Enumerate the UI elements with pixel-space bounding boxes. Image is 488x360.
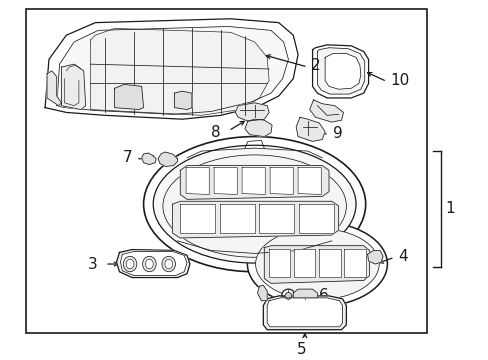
Polygon shape bbox=[220, 204, 254, 233]
Ellipse shape bbox=[163, 155, 346, 257]
Text: 9: 9 bbox=[332, 126, 342, 141]
Polygon shape bbox=[158, 152, 177, 167]
Ellipse shape bbox=[162, 256, 175, 272]
Polygon shape bbox=[57, 27, 288, 114]
Polygon shape bbox=[61, 64, 85, 109]
Polygon shape bbox=[296, 117, 325, 141]
Polygon shape bbox=[214, 167, 237, 194]
Polygon shape bbox=[244, 119, 271, 136]
Ellipse shape bbox=[142, 256, 156, 272]
Polygon shape bbox=[45, 19, 298, 119]
Polygon shape bbox=[312, 45, 368, 98]
Text: 5: 5 bbox=[297, 342, 306, 357]
Polygon shape bbox=[319, 248, 340, 276]
Polygon shape bbox=[264, 246, 369, 283]
Polygon shape bbox=[174, 91, 191, 109]
Ellipse shape bbox=[123, 256, 137, 272]
Text: 4: 4 bbox=[398, 249, 407, 264]
Polygon shape bbox=[266, 298, 342, 327]
Ellipse shape bbox=[126, 259, 134, 269]
Text: 10: 10 bbox=[390, 73, 409, 88]
Polygon shape bbox=[235, 103, 268, 121]
Polygon shape bbox=[180, 166, 328, 199]
Ellipse shape bbox=[164, 259, 172, 269]
Ellipse shape bbox=[281, 289, 295, 303]
Text: 2: 2 bbox=[310, 58, 320, 73]
Polygon shape bbox=[257, 285, 266, 301]
Polygon shape bbox=[90, 28, 268, 115]
Polygon shape bbox=[142, 153, 156, 165]
Polygon shape bbox=[116, 249, 189, 278]
Ellipse shape bbox=[153, 145, 355, 263]
Ellipse shape bbox=[285, 293, 291, 299]
Polygon shape bbox=[299, 204, 333, 233]
Polygon shape bbox=[172, 201, 338, 238]
Ellipse shape bbox=[247, 221, 386, 306]
Polygon shape bbox=[114, 85, 143, 109]
Polygon shape bbox=[298, 167, 321, 194]
Text: 6: 6 bbox=[319, 288, 328, 303]
Ellipse shape bbox=[143, 136, 365, 272]
Polygon shape bbox=[309, 100, 343, 122]
Polygon shape bbox=[293, 289, 317, 298]
Bar bbox=[26, 9, 426, 333]
Polygon shape bbox=[242, 167, 264, 194]
Text: 7: 7 bbox=[122, 150, 132, 165]
Polygon shape bbox=[47, 71, 61, 106]
Polygon shape bbox=[186, 167, 209, 194]
Polygon shape bbox=[268, 248, 290, 276]
Ellipse shape bbox=[255, 228, 378, 300]
Polygon shape bbox=[325, 54, 360, 89]
Polygon shape bbox=[317, 48, 364, 94]
Polygon shape bbox=[344, 248, 365, 276]
Text: 8: 8 bbox=[211, 125, 221, 140]
Ellipse shape bbox=[145, 259, 153, 269]
Text: 1: 1 bbox=[444, 202, 453, 216]
Polygon shape bbox=[120, 252, 187, 276]
Polygon shape bbox=[269, 167, 293, 194]
Text: 3: 3 bbox=[87, 257, 97, 271]
Polygon shape bbox=[180, 204, 215, 233]
Polygon shape bbox=[263, 296, 346, 330]
Polygon shape bbox=[259, 204, 294, 233]
Polygon shape bbox=[367, 251, 382, 264]
Polygon shape bbox=[294, 248, 315, 276]
